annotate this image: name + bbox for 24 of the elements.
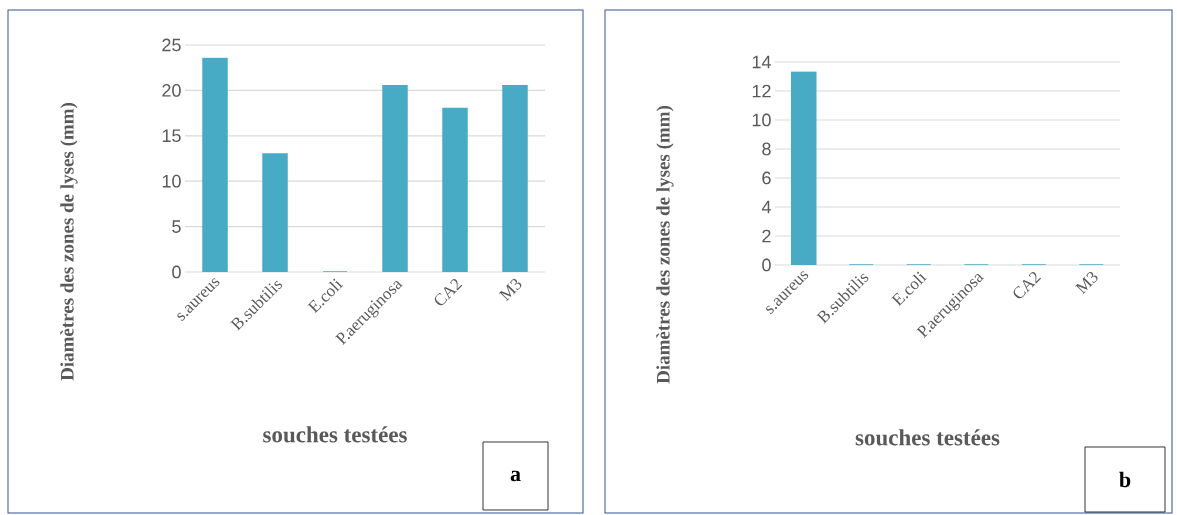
- y-tick-label: 10: [752, 113, 771, 127]
- text: a: [510, 470, 521, 482]
- y-tick-label: 6: [762, 171, 771, 185]
- x-axis-title: souches testées: [855, 429, 1000, 446]
- y-tick-label: 10: [162, 174, 181, 188]
- y-tick-label: 25: [162, 38, 181, 52]
- y-tick-label: 15: [162, 129, 181, 143]
- y-tick-label: 4: [761, 200, 771, 214]
- y-axis-title: Diamètres des zones de lyses (mm): [60, 102, 78, 381]
- y-tick-label: 14: [752, 55, 771, 69]
- y-tick-label: 12: [752, 84, 771, 98]
- y-tick-label: 2: [762, 229, 771, 243]
- y-axis-title: Diamètres des zones de lyses (mm): [656, 105, 674, 384]
- y-tick-label: 8: [762, 142, 771, 156]
- x-tick-label: CA2: [1013, 271, 1042, 299]
- x-tick-label: M3: [1074, 271, 1098, 295]
- text: b: [1119, 471, 1131, 488]
- y-tick-label: 0: [762, 258, 771, 272]
- y-tick-label: 0: [172, 265, 181, 279]
- x-tick-label: CA2: [434, 278, 463, 306]
- x-tick-label: M3: [498, 278, 522, 302]
- y-tick-label: 20: [162, 84, 181, 97]
- y-tick-label: 5: [172, 220, 181, 233]
- x-axis-title: souches testées: [263, 426, 407, 443]
